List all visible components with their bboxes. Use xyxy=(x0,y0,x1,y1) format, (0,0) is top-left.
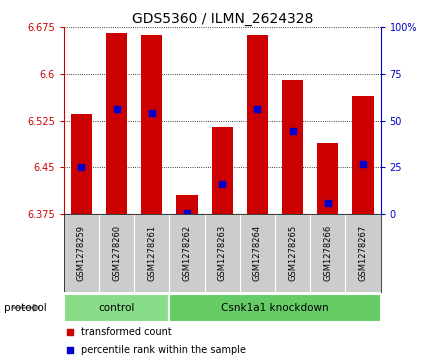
Point xyxy=(183,210,191,216)
Point xyxy=(113,107,120,113)
Point xyxy=(324,200,331,206)
Text: percentile rank within the sample: percentile rank within the sample xyxy=(81,345,246,355)
Point xyxy=(78,164,85,170)
Bar xyxy=(212,127,233,214)
Point xyxy=(66,347,73,353)
Bar xyxy=(247,35,268,214)
Text: GSM1278263: GSM1278263 xyxy=(218,225,227,281)
Point xyxy=(219,182,226,187)
Text: GSM1278265: GSM1278265 xyxy=(288,225,297,281)
Text: Csnk1a1 knockdown: Csnk1a1 knockdown xyxy=(221,303,329,313)
Text: protocol: protocol xyxy=(4,303,47,313)
Title: GDS5360 / ILMN_2624328: GDS5360 / ILMN_2624328 xyxy=(132,12,313,26)
Text: GSM1278261: GSM1278261 xyxy=(147,225,156,281)
Text: GSM1278260: GSM1278260 xyxy=(112,225,121,281)
Point xyxy=(148,110,155,115)
Bar xyxy=(176,195,198,214)
Text: transformed count: transformed count xyxy=(81,327,172,337)
Point xyxy=(359,162,367,167)
Text: control: control xyxy=(99,303,135,313)
Text: GSM1278259: GSM1278259 xyxy=(77,225,86,281)
Bar xyxy=(106,33,127,214)
Point xyxy=(254,107,261,113)
Bar xyxy=(64,294,169,322)
Text: GSM1278267: GSM1278267 xyxy=(359,225,367,281)
Bar xyxy=(71,114,92,214)
Point xyxy=(66,329,73,335)
Bar xyxy=(317,143,338,214)
Bar xyxy=(282,80,303,214)
Point xyxy=(289,129,296,134)
Text: GSM1278262: GSM1278262 xyxy=(183,225,191,281)
Bar xyxy=(141,35,162,214)
Text: GSM1278264: GSM1278264 xyxy=(253,225,262,281)
Text: GSM1278266: GSM1278266 xyxy=(323,225,332,281)
Bar xyxy=(352,96,374,214)
Bar xyxy=(169,294,381,322)
